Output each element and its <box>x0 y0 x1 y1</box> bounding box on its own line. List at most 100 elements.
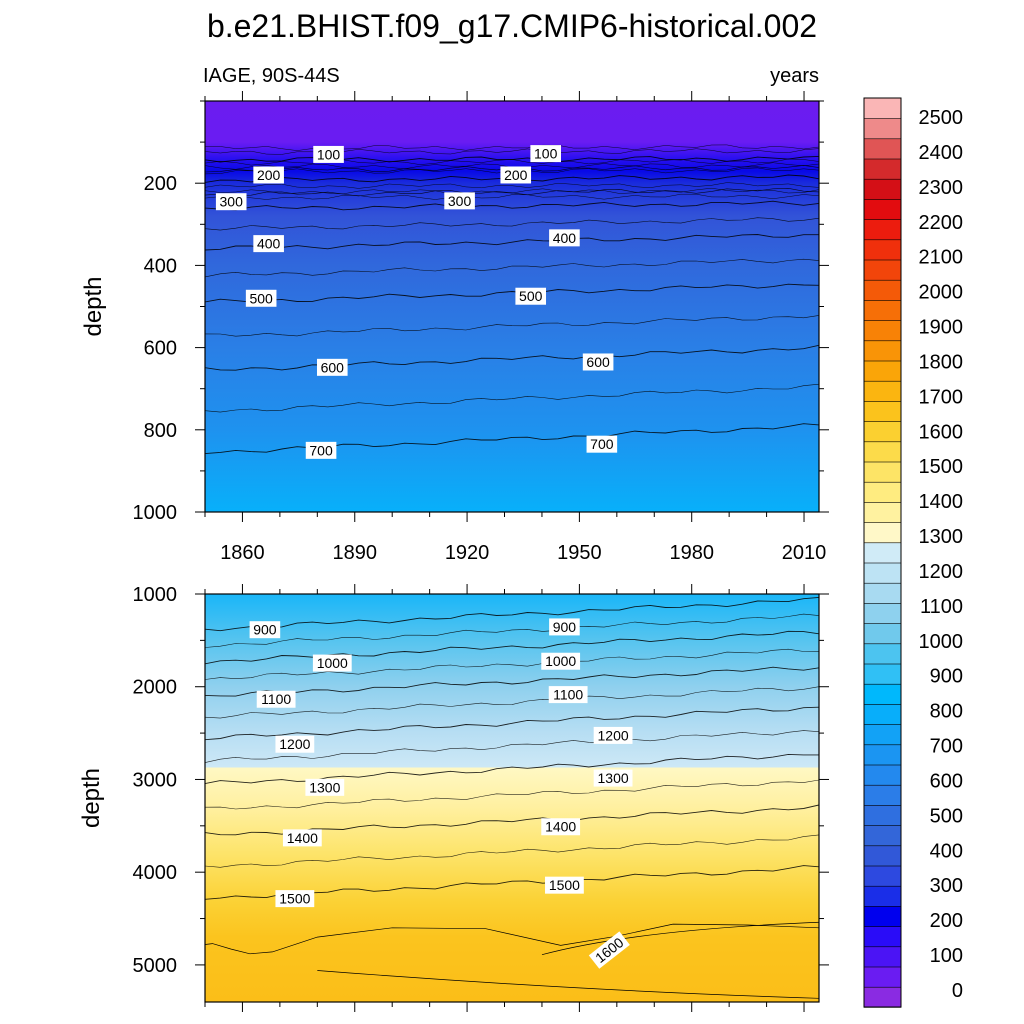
contour-label: 300 <box>215 193 247 211</box>
contour-label-text: 500 <box>519 288 543 304</box>
colorbar-box <box>863 360 902 382</box>
colorbar-box <box>863 643 902 665</box>
contour-line-550 <box>205 315 819 337</box>
contour-line-1100 <box>205 666 819 697</box>
contour-line-450 <box>205 258 819 278</box>
y-tick-label: 4000 <box>133 862 178 884</box>
colorbar-label: 2000 <box>919 282 964 304</box>
colorbar-label: 1800 <box>919 351 964 373</box>
contour-label-bg <box>313 145 344 163</box>
colorbar-box <box>863 117 902 140</box>
contour-line-fine <box>205 187 819 195</box>
contour-label: 1200 <box>593 726 633 744</box>
colorbar-box <box>863 804 902 826</box>
colorbar-box <box>863 259 902 281</box>
contour-line-600 <box>205 344 819 371</box>
contour-label: 1500 <box>545 876 584 894</box>
contour-label-text: 1300 <box>598 770 629 786</box>
contour-line-500 <box>205 283 819 303</box>
contour-label-text: 500 <box>249 290 273 306</box>
colorbar-box <box>863 986 902 1008</box>
contour-label-text: 1500 <box>549 877 580 893</box>
colorbar-label: 700 <box>930 736 963 758</box>
contour-label-bg <box>549 229 580 247</box>
contour-label-text: 100 <box>534 146 558 162</box>
contour-label-text: 400 <box>257 236 281 252</box>
contour-line-1600 <box>205 923 819 955</box>
contour-line-1350 <box>205 779 819 810</box>
contour-line-950 <box>205 613 819 648</box>
colorbar-label: 200 <box>930 910 963 932</box>
y-axis-label: depth <box>80 276 107 336</box>
contour-label-text: 600 <box>586 354 610 370</box>
colorbar-box <box>863 582 902 604</box>
contour-label-bg <box>545 876 584 894</box>
contour-line-1250 <box>205 730 819 763</box>
colorbar-box <box>863 380 902 402</box>
colorbar: 0 100 200 300 400 500 600 700 800 900 1000 1100 1200… <box>863 97 964 1008</box>
colorbar-label: 1700 <box>919 386 964 408</box>
contour-label-bg <box>256 690 296 708</box>
colorbar-label: 300 <box>930 875 963 897</box>
x-tick-label: 2010 <box>782 542 827 564</box>
colorbar-label: 1100 <box>920 596 963 618</box>
colorbar-box <box>863 299 902 321</box>
panel-lower: 900 900 1000 1000 1100 1100 1200 1200 1300 1300 14… <box>78 584 829 1012</box>
contour-label-text: 1000 <box>317 655 348 671</box>
colorbar-label: 1000 <box>919 631 964 653</box>
contour-line-900 <box>205 596 819 632</box>
contour-label-text: 1100 <box>553 687 583 703</box>
contour-label: 300 <box>444 192 475 210</box>
colorbar-label: 800 <box>930 701 963 723</box>
panels-layer: 100 100 200 200 300 300 400 400 500 500 600 600 700 7… <box>78 91 829 1012</box>
y-tick-label: 400 <box>144 255 177 277</box>
contour-label-text: 900 <box>553 619 577 635</box>
contour-line-fine <box>205 182 819 189</box>
colorbar-label: 0 <box>952 980 963 1002</box>
contour-label-bg <box>275 890 315 908</box>
colorbar-label: 500 <box>930 805 963 827</box>
contour-label: 1000 <box>541 652 581 670</box>
contour-label-text: 200 <box>504 167 528 183</box>
contour-label-bg <box>530 145 561 163</box>
contour-label-bg <box>586 435 618 453</box>
contour-label-text: 600 <box>321 359 345 375</box>
contour-label: 1100 <box>548 686 588 704</box>
colorbar-label: 100 <box>930 945 963 967</box>
contour-label: 1200 <box>275 735 315 753</box>
contour-label-bg <box>515 287 547 305</box>
colorbar-label: 2400 <box>919 142 964 164</box>
colorbar-box <box>863 481 902 503</box>
y-tick-label: 600 <box>144 338 177 360</box>
contour-label-text: 700 <box>309 442 333 458</box>
colorbar-label: 2200 <box>919 212 964 234</box>
contour-label: 700 <box>305 441 337 459</box>
colorbar-frame <box>863 97 902 1008</box>
contour-label-text: 1400 <box>545 819 576 835</box>
y-tick-label: 1000 <box>133 502 178 524</box>
panel-lower-frame <box>204 593 820 1003</box>
colorbar-box <box>863 885 902 907</box>
x-tick-label: 1950 <box>557 542 602 564</box>
colorbar-box <box>863 683 902 705</box>
colorbar-box <box>863 845 902 867</box>
colorbar-box <box>863 784 902 806</box>
contour-label: 600 <box>316 358 348 376</box>
colorbar-box <box>863 239 902 261</box>
colorbar-box <box>863 198 902 220</box>
contour-label-bg <box>549 618 580 636</box>
panel-upper: 100 100 200 200 300 300 400 400 500 500 600 600 700 7… <box>80 91 829 564</box>
contour-label: 1400 <box>282 829 322 847</box>
colorbar-box <box>863 966 902 988</box>
contour-label-text: 1300 <box>309 779 340 795</box>
colorbar-label: 1400 <box>919 491 964 513</box>
y-tick-label: 2000 <box>133 677 178 699</box>
contour-label-text: 1400 <box>287 830 318 846</box>
contour-line-fine <box>205 144 819 151</box>
contour-line-300 <box>205 200 819 211</box>
contour-label: 100 <box>313 145 344 163</box>
contour-line-1450 <box>205 834 819 868</box>
contour-label-bg <box>312 654 352 672</box>
x-tick-label: 1980 <box>669 542 714 564</box>
contour-label: 400 <box>253 235 284 253</box>
